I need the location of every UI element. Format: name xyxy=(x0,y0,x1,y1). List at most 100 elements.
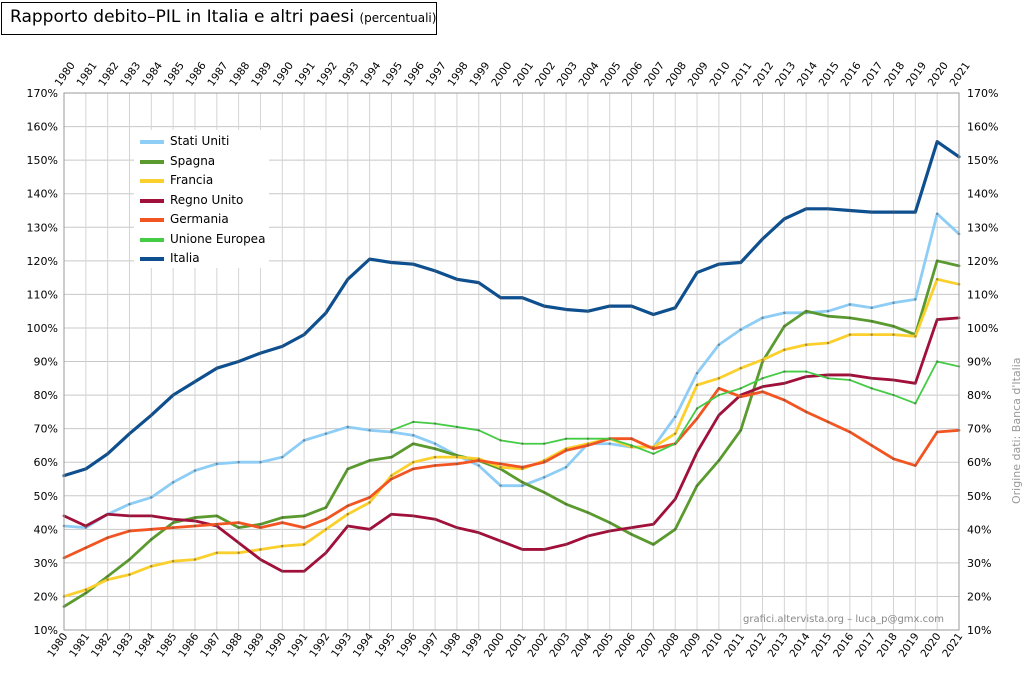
x-tick-label-top: 1996 xyxy=(402,60,427,89)
data-point-regno-unito xyxy=(477,531,480,534)
data-point-italia xyxy=(783,217,786,221)
data-point-germania xyxy=(564,449,568,452)
data-point-germania xyxy=(237,521,240,524)
data-point-stati-uniti xyxy=(128,502,131,506)
data-point-germania xyxy=(521,466,524,469)
data-point-stati-uniti xyxy=(433,442,437,445)
x-axis-bottom: 1980198119821983198419851986198719881989… xyxy=(45,631,965,660)
data-point-stati-uniti xyxy=(259,460,262,464)
data-point-regno-unito xyxy=(695,450,699,454)
x-tick-label-top: 1993 xyxy=(336,60,361,89)
data-point-germania xyxy=(935,430,939,434)
data-point-unione-europea xyxy=(521,442,524,445)
data-point-italia xyxy=(848,209,852,212)
data-point-unione-europea xyxy=(433,422,437,425)
data-point-italia xyxy=(935,140,939,143)
data-point-germania xyxy=(412,467,415,471)
x-tick-label-bottom: 1994 xyxy=(351,631,376,660)
data-point-regno-unito xyxy=(84,524,88,528)
y-tick-label-left: 40% xyxy=(34,523,58,536)
data-point-italia xyxy=(630,304,633,308)
series-line-spagna xyxy=(62,259,961,608)
x-tick-label-top: 2013 xyxy=(773,60,798,89)
x-tick-label-top: 2008 xyxy=(664,60,689,89)
data-point-italia xyxy=(826,207,830,210)
x-tick-label-top: 2021 xyxy=(948,60,973,89)
data-point-spagna xyxy=(870,320,873,323)
data-point-francia xyxy=(150,565,153,568)
x-tick-label-bottom: 2015 xyxy=(809,631,834,660)
data-point-germania xyxy=(499,462,502,466)
data-point-italia xyxy=(870,210,873,214)
data-point-stati-uniti xyxy=(302,439,306,442)
data-point-italia xyxy=(237,360,240,363)
x-tick-label-bottom: 2003 xyxy=(547,631,572,660)
data-point-stati-uniti xyxy=(346,425,349,429)
data-point-stati-uniti xyxy=(564,466,568,469)
y-tick-label-right: 170% xyxy=(967,87,998,100)
data-point-francia xyxy=(805,343,808,346)
source-note: Origine dati: Banca d'Italia xyxy=(1010,357,1023,504)
x-tick-label-top: 2014 xyxy=(795,60,820,89)
grid xyxy=(63,92,960,631)
data-point-stati-uniti xyxy=(390,430,393,434)
data-point-spagna xyxy=(630,533,633,536)
x-tick-label-bottom: 1996 xyxy=(395,631,420,660)
data-point-regno-unito xyxy=(433,518,437,521)
data-point-stati-uniti xyxy=(914,298,917,301)
data-point-stati-uniti xyxy=(521,484,524,487)
data-point-unione-europea xyxy=(543,442,546,445)
data-point-germania xyxy=(433,464,437,467)
series-germania xyxy=(62,386,961,560)
x-tick-label-bottom: 2021 xyxy=(940,631,965,660)
data-point-unione-europea xyxy=(608,437,611,440)
x-tick-label-top: 2007 xyxy=(642,60,667,89)
legend-swatch xyxy=(140,198,164,203)
data-point-italia xyxy=(608,304,611,308)
data-point-germania xyxy=(630,437,633,440)
data-point-stati-uniti xyxy=(783,311,786,315)
x-tick-label-bottom: 2006 xyxy=(613,631,638,660)
data-point-francia xyxy=(783,348,786,351)
data-point-francia xyxy=(870,333,873,336)
data-point-germania xyxy=(914,464,917,467)
data-point-stati-uniti xyxy=(150,496,153,499)
data-point-stati-uniti xyxy=(826,309,830,313)
data-point-italia xyxy=(259,351,262,355)
data-point-unione-europea xyxy=(892,393,895,397)
legend-swatch xyxy=(140,218,164,222)
data-point-italia xyxy=(586,309,590,313)
y-axis-right: 10% 20% 30% 40% 50% 60% 70% 80% 90% 100% 110% 120% 1… xyxy=(967,87,998,637)
data-point-italia xyxy=(652,313,655,316)
data-point-francia xyxy=(717,377,721,380)
data-point-unione-europea xyxy=(390,429,393,432)
data-point-francia xyxy=(259,548,262,551)
x-tick-label-bottom: 1995 xyxy=(373,631,398,660)
data-point-germania xyxy=(586,444,590,447)
x-tick-label-bottom: 1990 xyxy=(264,631,289,660)
data-point-germania xyxy=(193,524,197,528)
data-point-unione-europea xyxy=(805,370,808,373)
y-tick-label-left: 70% xyxy=(34,423,58,436)
data-point-regno-unito xyxy=(193,519,197,523)
data-point-francia xyxy=(368,501,371,504)
y-axis-left: 10% 20% 30% 40% 50% 60% 70% 80% 90% 100% 110% 120% 1… xyxy=(27,87,58,637)
y-tick-label-left: 20% xyxy=(34,590,58,603)
x-tick-label-bottom: 2008 xyxy=(657,631,682,660)
y-tick-label-right: 50% xyxy=(967,490,991,503)
data-point-germania xyxy=(870,444,873,447)
y-tick-label-left: 140% xyxy=(27,188,58,201)
x-tick-label-top: 1994 xyxy=(358,60,383,89)
data-point-francia xyxy=(914,335,917,338)
y-tick-label-left: 80% xyxy=(34,389,58,402)
x-tick-label-bottom: 2012 xyxy=(744,631,769,660)
data-point-francia xyxy=(433,455,437,459)
data-point-germania xyxy=(761,390,764,393)
data-point-germania xyxy=(543,460,546,464)
x-tick-label-top: 2012 xyxy=(751,60,776,89)
data-point-spagna xyxy=(215,514,218,518)
data-point-italia xyxy=(193,380,197,383)
data-point-regno-unito xyxy=(783,382,786,385)
data-point-spagna xyxy=(368,459,371,462)
y-tick-label-right: 130% xyxy=(967,221,998,234)
